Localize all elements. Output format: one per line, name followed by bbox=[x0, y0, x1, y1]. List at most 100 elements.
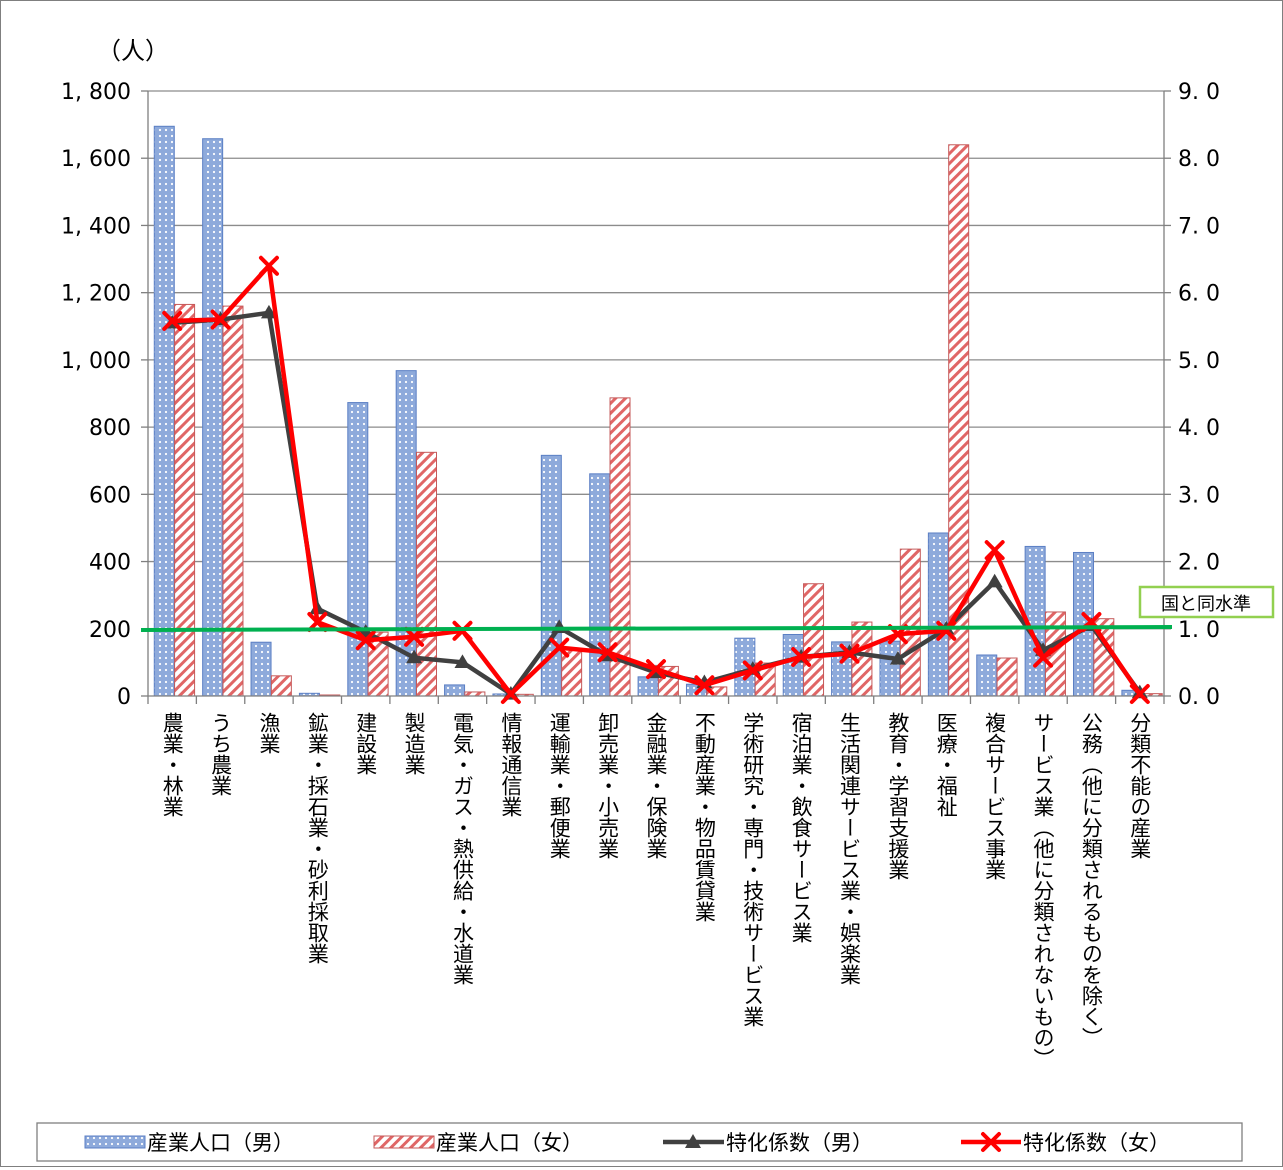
category-label-0: 農業・林業 bbox=[160, 712, 184, 817]
bar-female-0 bbox=[174, 303, 196, 697]
line-tokka-male bbox=[172, 310, 1142, 697]
point-tokka-male-2 bbox=[260, 304, 277, 319]
left-tick-label-8: 1, 600 bbox=[61, 147, 131, 172]
point-tokka-female-2 bbox=[258, 255, 279, 276]
left-tick-label-2: 400 bbox=[89, 551, 131, 576]
category-label-5: 製造業 bbox=[402, 712, 426, 775]
category-label-1: うち農業 bbox=[209, 712, 233, 796]
legend-label-female-tokka: 特化係数（女） bbox=[1023, 1131, 1170, 1155]
axes bbox=[141, 90, 1171, 704]
bar-male-16 bbox=[927, 532, 949, 697]
category-label-16: 医療・福祉 bbox=[934, 712, 958, 817]
right-tick-label-7: 7. 0 bbox=[1178, 214, 1220, 239]
legend-swatch-male-pop bbox=[84, 1135, 146, 1149]
point-tokka-female-16 bbox=[936, 620, 957, 641]
point-tokka-female-13 bbox=[791, 647, 812, 668]
legend-swatch-female-pop bbox=[373, 1135, 435, 1149]
category-label-7: 情報通信業 bbox=[499, 712, 523, 817]
category-label-8: 運輸業・郵便業 bbox=[547, 712, 571, 859]
bar-female-9 bbox=[609, 397, 631, 697]
left-tick-label-9: 1, 800 bbox=[61, 80, 131, 105]
bar-female-17 bbox=[996, 657, 1018, 697]
left-tick-label-3: 600 bbox=[89, 483, 131, 508]
point-tokka-female-1 bbox=[210, 309, 231, 330]
left-tick-label-6: 1, 200 bbox=[61, 282, 131, 307]
legend: 産業人口（男） 産業人口（女） 特化係数（男） 特化係数（女） bbox=[36, 1122, 1243, 1162]
right-tick-label-2: 2. 0 bbox=[1178, 551, 1220, 576]
point-tokka-female-11 bbox=[694, 675, 715, 696]
category-label-12: 学術研究・専門・技術サービス業 bbox=[741, 712, 765, 1027]
category-label-10: 金融業・保険業 bbox=[644, 712, 668, 859]
category-label-3: 鉱業・採石業・砂利採取業 bbox=[305, 712, 329, 964]
reference-line bbox=[140, 625, 1173, 632]
category-label-4: 建設業 bbox=[354, 712, 378, 775]
grid-lines bbox=[148, 90, 1164, 630]
point-tokka-female-0 bbox=[162, 310, 183, 331]
point-tokka-female-12 bbox=[742, 660, 763, 681]
point-tokka-female-10 bbox=[646, 659, 666, 680]
category-label-2: 漁業 bbox=[257, 712, 281, 754]
point-tokka-female-20 bbox=[1129, 683, 1150, 704]
left-tick-label-1: 200 bbox=[89, 618, 131, 643]
bar-male-15 bbox=[879, 640, 901, 697]
category-labels: 農業・林業 うち農業 漁業 鉱業・採石業・砂利採取業 建設業 製造業 電気・ガス・熱供給・水… bbox=[160, 712, 1152, 1069]
bar-male-17 bbox=[976, 654, 998, 697]
right-tick-label-0: 0. 0 bbox=[1178, 685, 1220, 710]
legend-marker-female-tokka bbox=[981, 1132, 1001, 1152]
category-label-15: 教育・学習支援業 bbox=[886, 712, 910, 880]
legend-label-male-pop: 産業人口（男） bbox=[147, 1131, 294, 1155]
category-label-17: 複合サービス事業 bbox=[983, 712, 1007, 880]
legend-marker-male-tokka bbox=[685, 1134, 701, 1148]
left-tick-label-4: 800 bbox=[89, 416, 131, 441]
left-tick-label-7: 1, 400 bbox=[61, 214, 131, 239]
bar-female-2 bbox=[270, 675, 292, 697]
point-tokka-male-15 bbox=[889, 651, 906, 665]
point-tokka-female-3 bbox=[307, 612, 328, 633]
bar-male-4 bbox=[347, 402, 369, 697]
point-tokka-female-8 bbox=[549, 637, 570, 658]
bar-male-0 bbox=[153, 125, 175, 697]
legend-box bbox=[36, 1122, 1243, 1162]
bar-female-13 bbox=[803, 583, 825, 697]
category-label-14: 生活関連サービス業・娯楽業 bbox=[838, 712, 862, 985]
right-tick-label-9: 9. 0 bbox=[1178, 80, 1220, 105]
lines bbox=[162, 255, 1150, 704]
bar-female-15 bbox=[899, 548, 921, 697]
reference-label-box bbox=[1138, 585, 1275, 619]
category-label-20: 分類不能の産業 bbox=[1128, 712, 1152, 859]
left-tick-label-0: 0 bbox=[117, 685, 131, 710]
bar-male-6 bbox=[444, 684, 466, 697]
right-axis-ticks: 0. 0 1. 0 2. 0 3. 0 4. 0 5. 0 6. 0 7. 0 8. 0 9. 0 bbox=[1178, 80, 1220, 710]
point-tokka-female-9 bbox=[597, 642, 618, 663]
point-tokka-male-5 bbox=[406, 649, 423, 664]
bar-male-10 bbox=[637, 676, 659, 697]
bars bbox=[153, 125, 1163, 697]
right-tick-label-8: 8. 0 bbox=[1178, 147, 1220, 172]
bar-male-1 bbox=[202, 138, 224, 697]
left-axis-ticks: 0 200 400 600 800 1, 000 1, 200 1, 400 1, 600 1, … bbox=[61, 80, 131, 710]
point-tokka-female-5 bbox=[404, 626, 425, 647]
y-axis-unit-label: （人） bbox=[97, 37, 169, 65]
category-label-6: 電気・ガス・熱供給・水道業 bbox=[450, 712, 474, 985]
right-tick-label-5: 5. 0 bbox=[1178, 349, 1220, 374]
category-label-11: 不動産業・物品賃貸業 bbox=[692, 712, 716, 922]
bar-female-8 bbox=[561, 648, 583, 697]
point-tokka-female-18 bbox=[1033, 647, 1054, 668]
right-tick-label-1: 1. 0 bbox=[1178, 618, 1220, 643]
category-label-18: サービス業（他に分類されないもの） bbox=[1031, 712, 1055, 1069]
category-label-19: 公務（他に分類されるものを除く） bbox=[1079, 712, 1103, 1048]
reference-line-group: 国と同水準 bbox=[140, 585, 1275, 632]
right-tick-label-3: 3. 0 bbox=[1178, 483, 1220, 508]
bar-male-2 bbox=[250, 641, 272, 697]
right-tick-label-4: 4. 0 bbox=[1178, 416, 1220, 441]
right-tick-label-6: 6. 0 bbox=[1178, 282, 1220, 307]
category-label-13: 宿泊業・飲食サービス業 bbox=[789, 712, 813, 943]
bar-male-5 bbox=[395, 370, 417, 697]
legend-label-female-pop: 産業人口（女） bbox=[436, 1131, 583, 1155]
bar-female-1 bbox=[222, 305, 244, 697]
bar-male-9 bbox=[589, 473, 611, 697]
point-tokka-female-7 bbox=[500, 683, 521, 704]
point-tokka-male-6 bbox=[454, 654, 471, 668]
